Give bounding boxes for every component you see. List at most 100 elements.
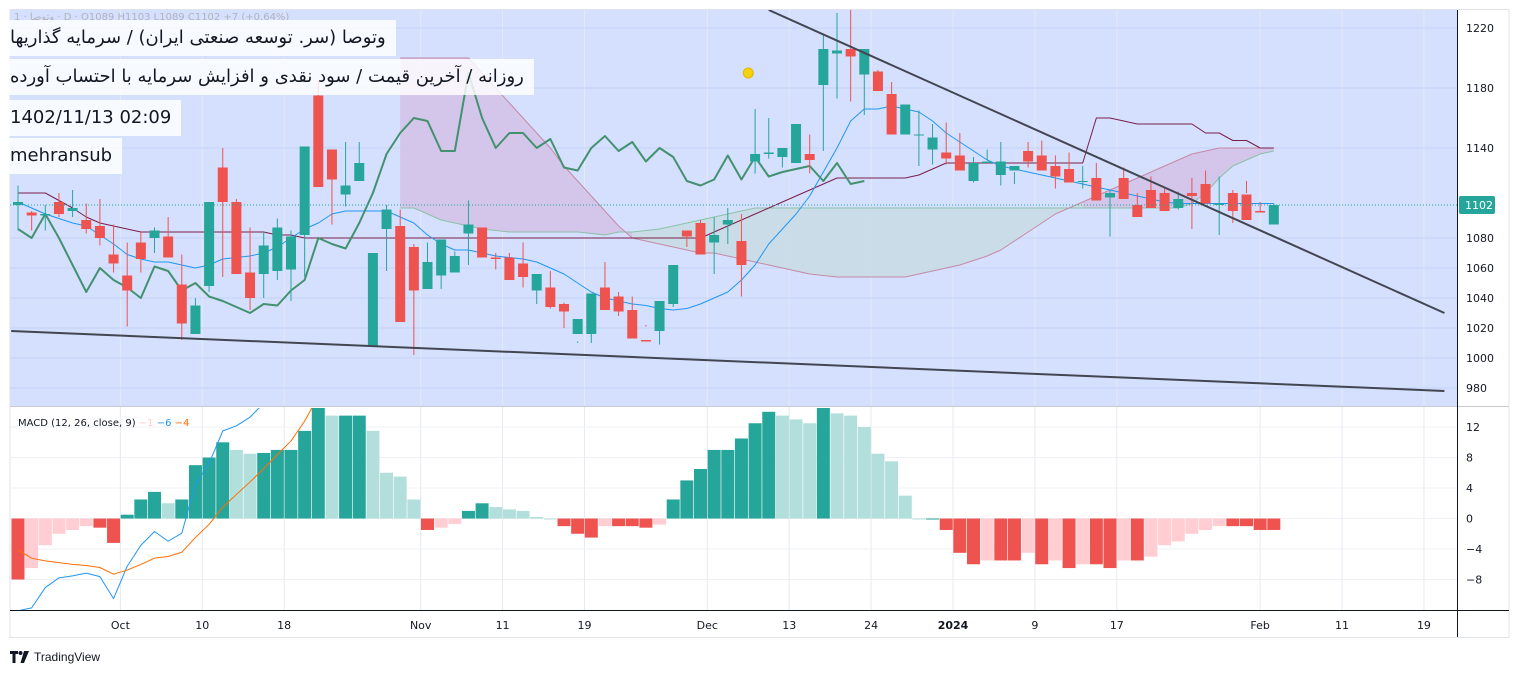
candle-body [859,49,870,75]
candle [286,230,296,301]
candle-body [490,257,501,259]
candle [627,296,638,339]
macd-pane[interactable] [11,0,1281,611]
candle-body [1173,199,1184,208]
time-tick-label: 11 [1335,619,1349,632]
candle [422,242,433,289]
candle [545,271,556,309]
candle [367,253,378,346]
candle [954,133,965,171]
macd-histogram-bar [612,518,626,527]
candle-body [1064,169,1075,183]
macd-histogram-bar [885,461,899,519]
timestamp: 1402/11/13 02:09 [0,100,182,136]
macd-tick-label: 8 [1466,452,1473,465]
time-tick-label: 19 [577,619,591,632]
candle [231,199,242,274]
candle [108,224,119,273]
candle-body [559,304,569,312]
last-price-badge [1459,196,1495,214]
candle-body [326,149,337,180]
macd-histogram-bar [107,518,121,543]
tradingview-logo-text: TradingView [34,650,101,664]
macd-histogram-bar [912,518,926,520]
macd-histogram-bar [489,507,503,519]
time-tick-label: Feb [1250,619,1269,632]
macd-legend-title: MACD (12, 26, close, 9) [18,418,139,429]
candle [67,190,78,217]
macd-histogram-bar [311,408,325,519]
candle [736,214,747,297]
candle [968,157,979,183]
time-tick-label: 18 [277,619,291,632]
price-pane[interactable] [10,10,1457,392]
macd-legend-value: −6 [157,418,175,429]
macd-histogram-bar [1007,518,1021,561]
macd-histogram-bar [748,423,762,519]
candle [599,262,610,310]
last-price-label: 1102 [1465,199,1493,212]
macd-histogram-bar [243,453,257,519]
time-tick-label: Nov [410,619,432,632]
candle [26,211,37,231]
candle-body [572,319,583,334]
macd-histogram-bar [775,415,789,519]
macd-histogram-bar [939,518,953,530]
candle-body [954,155,965,171]
candle-body [40,214,51,216]
candle-body [436,239,447,276]
candle-body [995,161,1006,175]
candle-body [1241,194,1252,220]
candle [504,253,515,280]
candle [477,227,488,258]
candle [190,298,201,334]
macd-histogram-bar [134,499,148,519]
macd-histogram-bar [216,442,230,519]
candle [586,293,597,343]
price-tick-label: 980 [1466,382,1487,395]
symbol-legend-faded: 1 · وتوصا · D · O1089 H1103 L1089 C1102 … [14,12,290,23]
time-tick-label: Dec [697,619,718,632]
time-tick-label: 19 [1417,619,1431,632]
macd-histogram-bar [816,408,830,519]
candle-body [777,148,788,157]
candle-body [763,152,774,154]
macd-histogram-bar [1171,518,1185,542]
candle [395,209,406,322]
candle-body [395,226,406,322]
macd-histogram-bar [721,449,735,519]
candle-body [804,154,815,160]
candle-body [1268,205,1279,225]
candle-body [722,220,733,225]
candle [245,227,256,310]
candle-body [190,305,201,334]
candle-body [1145,190,1156,208]
macd-histogram-bar [352,415,366,519]
candle [982,149,993,163]
macd-histogram-bar [1226,518,1240,527]
macd-histogram-bar [598,518,612,527]
candle [299,146,310,277]
candle-body [627,310,638,339]
price-tick-label: 1220 [1466,22,1494,35]
candle [695,220,706,255]
candle [859,49,870,115]
candle [490,253,501,270]
macd-histogram-bar [1212,518,1226,527]
candle-body [681,230,692,237]
macd-histogram-bar [1076,518,1090,565]
macd-tick-label: 4 [1466,482,1473,495]
event-marker [742,67,754,79]
macd-histogram-bar [803,423,817,519]
tradingview-logo[interactable]: TradingView [10,648,100,666]
macd-histogram-bar [1117,518,1131,561]
macd-histogram-bar [66,518,80,530]
macd-histogram-bar [1199,518,1213,530]
series-macd-line [19,408,260,610]
candle-body [1023,151,1034,162]
candle [559,302,569,328]
candle [668,265,679,307]
candle-body [872,71,883,91]
